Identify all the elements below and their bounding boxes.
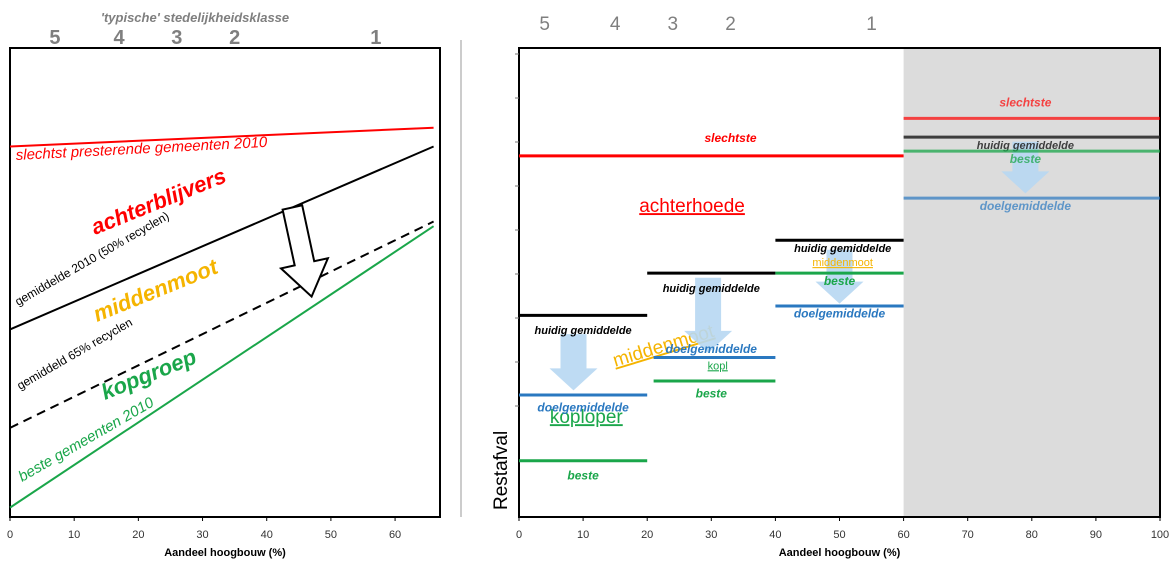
left-class-tick-label: 3 [171, 27, 182, 49]
huidig-label: huidig gemiddelde [794, 243, 891, 255]
right-x-tick-label: 50 [833, 529, 845, 541]
left-class-tick-label: 5 [49, 27, 60, 49]
beste-label: beste [567, 468, 599, 482]
left-class-tick-label: 1 [370, 27, 381, 49]
left-class-tick-label: 4 [114, 27, 126, 49]
left-x-tick-label: 40 [261, 529, 273, 541]
doelgemiddelde-label: doelgemiddelde [666, 342, 758, 356]
shaded-region [903, 48, 1160, 517]
right-y-axis-label: Restafval [491, 431, 512, 510]
left-series-line [9, 225, 435, 509]
left-chart-title: 'typische' stedelijkheidsklasse [101, 10, 289, 25]
doelgemiddelde-label-right: doelgemiddelde [980, 199, 1072, 213]
right-class-tick-label: 3 [668, 14, 679, 35]
blue-down-arrow-icon [815, 249, 864, 304]
left-x-axis-label: Aandeel hoogbouw (%) [164, 547, 286, 559]
right-class-tick-label: 1 [866, 14, 877, 35]
right-x-tick-label: 0 [516, 529, 522, 541]
slechtste-label-right: slechtste [999, 96, 1051, 110]
left-plot-frame [9, 47, 441, 518]
right-x-tick-label: 100 [1151, 529, 1169, 541]
right-class-tick-label: 4 [610, 14, 621, 35]
blue-down-arrow-icon [684, 277, 733, 353]
doelgemiddelde-label: doelgemiddelde [537, 400, 629, 414]
right-x-tick-label: 60 [897, 529, 909, 541]
right-x-axis-label: Aandeel hoogbouw (%) [779, 547, 901, 559]
right-x-tick-label: 20 [641, 529, 653, 541]
beste-label: beste [696, 386, 728, 400]
right-x-tick-label: 30 [705, 529, 717, 541]
blue-down-arrow-icon [1001, 141, 1050, 194]
slechtste-label: slechtste [705, 131, 757, 145]
kopl-small-label: kopl [708, 360, 728, 372]
koploper-label: koploper [550, 407, 624, 428]
left-x-tick-label: 30 [196, 529, 208, 541]
right-class-tick-label: 2 [725, 14, 736, 35]
left-x-tick-label: 50 [325, 529, 337, 541]
beste-label-right: beste [1010, 152, 1042, 166]
blue-down-arrow-icon [549, 334, 598, 391]
left-class-tick-label: 2 [229, 27, 240, 49]
left-x-tick-label: 60 [389, 529, 401, 541]
beste-label: beste [824, 274, 856, 288]
down-arrow-icon [278, 204, 330, 299]
middenmoot-small-label: middenmoot [812, 257, 873, 269]
left-x-tick-label: 20 [132, 529, 144, 541]
huidig-label: huidig gemiddelde [663, 283, 760, 295]
left-x-tick-label: 10 [68, 529, 80, 541]
right-x-tick-label: 80 [1026, 529, 1038, 541]
left-series-line [9, 145, 434, 331]
achterhoede-label: achterhoede [639, 196, 745, 217]
left-series-line [9, 220, 435, 429]
doelgemiddelde-label: doelgemiddelde [794, 307, 886, 321]
left-x-tick-label: 0 [7, 529, 13, 541]
left-series-line [9, 126, 434, 148]
right-class-tick-label: 5 [539, 14, 550, 35]
right-x-tick-label: 40 [769, 529, 781, 541]
huidig-label: huidig gemiddelde [535, 325, 632, 337]
right-x-tick-label: 90 [1090, 529, 1102, 541]
right-x-tick-label: 10 [577, 529, 589, 541]
huidig-label-right: huidig gemiddelde [977, 140, 1074, 152]
right-x-tick-label: 70 [962, 529, 974, 541]
